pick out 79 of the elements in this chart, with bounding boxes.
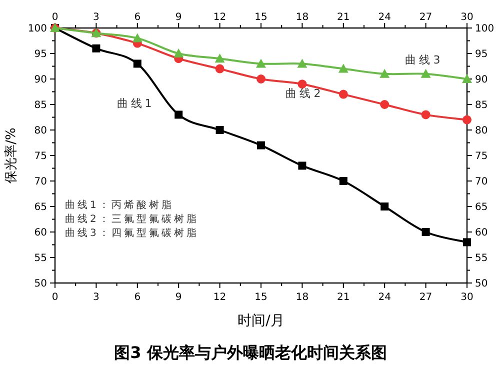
- x2-tick-label: 6: [134, 292, 141, 303]
- point: [463, 238, 471, 246]
- x-tick-label: 24: [378, 12, 391, 23]
- y2-tick-label: 50: [475, 278, 488, 290]
- x-tick-label: 18: [296, 12, 309, 23]
- point: [216, 126, 224, 134]
- y-tick-label: 100: [28, 24, 47, 34]
- series-label: 曲线1: [116, 97, 155, 110]
- point: [380, 100, 390, 109]
- point: [462, 74, 472, 83]
- series-label: 曲线2: [286, 86, 324, 100]
- x2-tick-label: 3: [93, 292, 100, 303]
- point: [338, 90, 348, 99]
- y-tick-label: 90: [34, 74, 47, 86]
- point: [132, 33, 142, 42]
- x2-tick-label: 18: [296, 292, 309, 303]
- y2-tick-label: 80: [475, 126, 488, 136]
- x2-tick-label: 24: [378, 292, 391, 303]
- point: [92, 44, 100, 52]
- y-tick-label: 55: [34, 253, 47, 264]
- point: [257, 141, 265, 150]
- point: [338, 64, 348, 73]
- point: [133, 60, 142, 68]
- annotation: 曲线3：四氟型氟碳树脂: [65, 227, 199, 239]
- x2-tick-label: 21: [337, 292, 350, 303]
- y2-tick-label: 60: [475, 228, 488, 238]
- y2-tick-label: 55: [475, 253, 488, 264]
- point: [380, 202, 389, 210]
- y-tick-label: 70: [34, 176, 47, 188]
- point: [298, 80, 307, 89]
- x-tick-label: 30: [460, 12, 474, 23]
- point: [256, 74, 266, 84]
- x-tick-label: 9: [175, 12, 182, 23]
- x-tick-label: 15: [254, 12, 268, 23]
- point: [297, 58, 308, 68]
- y-tick-label: 80: [34, 126, 47, 136]
- y-tick-label: 95: [34, 49, 47, 60]
- y2-tick-label: 100: [475, 24, 494, 34]
- point: [462, 115, 472, 124]
- x2-tick-label: 0: [52, 292, 58, 303]
- x-tick-label: 6: [134, 12, 141, 23]
- y-tick-label: 60: [34, 228, 47, 238]
- point: [174, 110, 183, 119]
- point: [174, 48, 184, 58]
- x-tick-label: 3: [93, 12, 100, 23]
- y2-tick-label: 65: [475, 202, 488, 213]
- x-tick-label: 12: [213, 12, 226, 23]
- x-tick-label: 21: [337, 12, 350, 23]
- annotation: 曲线2：三氟型氟碳树脂: [65, 213, 199, 225]
- point: [420, 68, 431, 78]
- point: [422, 228, 430, 236]
- y-tick-label: 65: [34, 202, 47, 213]
- point: [421, 110, 430, 120]
- point: [256, 58, 266, 68]
- point: [215, 64, 224, 74]
- y-tick-label: 85: [34, 100, 47, 111]
- point: [214, 54, 225, 63]
- y2-tick-label: 75: [475, 151, 488, 162]
- x2-tick-label: 12: [213, 292, 226, 303]
- x2-tick-label: 15: [254, 292, 268, 303]
- x2-tick-label: 27: [419, 292, 432, 303]
- x2-tick-label: 9: [175, 292, 182, 303]
- y2-tick-label: 90: [475, 74, 488, 86]
- point: [298, 162, 306, 170]
- y2-tick-label: 95: [475, 49, 488, 60]
- x2-tick-label: 30: [460, 292, 474, 303]
- x-axis-title: 时间/月: [238, 313, 284, 329]
- point: [339, 177, 348, 185]
- y-tick-label: 50: [34, 278, 47, 290]
- point: [380, 68, 390, 78]
- annotation: 曲线1：丙烯酸树脂: [65, 199, 174, 211]
- x-tick-label: 0: [52, 12, 58, 23]
- series-label: 曲线3: [405, 54, 444, 67]
- y2-tick-label: 85: [475, 100, 488, 111]
- x-tick-label: 27: [419, 12, 432, 23]
- y2-tick-label: 70: [475, 176, 488, 188]
- text: 图3 保光率与户外曝晒老化时间关系图: [114, 343, 387, 362]
- y-tick-label: 75: [34, 151, 47, 162]
- y-axis-title: 保光率/%: [3, 128, 19, 184]
